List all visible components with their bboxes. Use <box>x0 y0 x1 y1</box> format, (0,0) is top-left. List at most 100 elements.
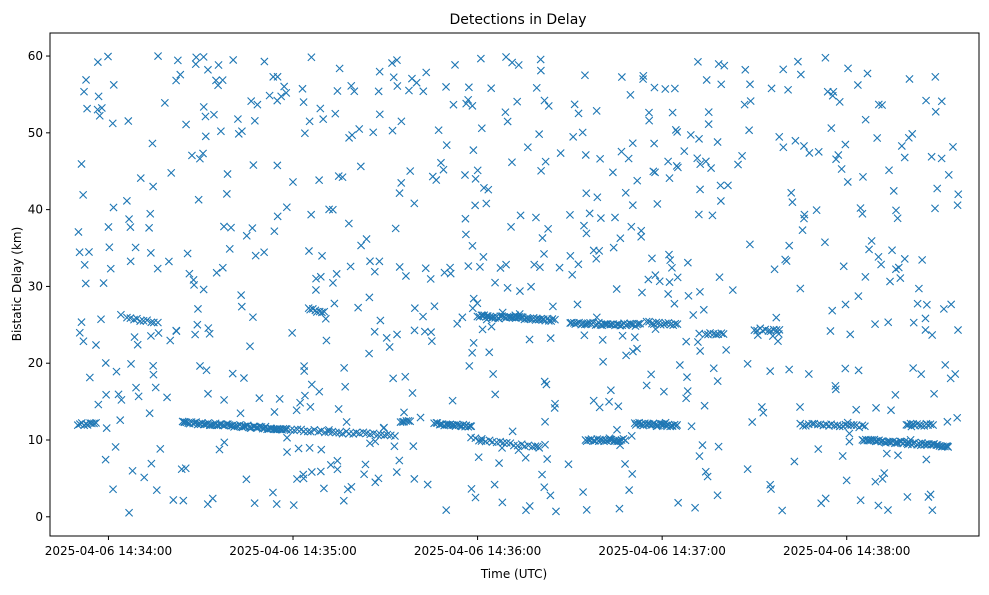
detection-point <box>502 260 511 269</box>
detection-point <box>940 442 949 451</box>
detection-point <box>238 423 247 432</box>
detection-point <box>220 395 229 404</box>
detection-point <box>887 406 895 415</box>
detection-point <box>253 100 262 109</box>
detection-point <box>793 57 802 66</box>
detection-point <box>661 319 670 328</box>
detection-point <box>81 279 90 288</box>
detection-point <box>288 328 297 337</box>
detection-point <box>397 117 406 126</box>
detection-point <box>908 129 917 138</box>
detection-point <box>659 387 668 396</box>
detection-point <box>373 430 382 439</box>
detection-point <box>509 441 518 450</box>
detection-point <box>299 474 308 483</box>
detection-point <box>796 403 805 411</box>
detection-point <box>628 139 637 148</box>
detection-point <box>921 325 930 334</box>
detection-point <box>484 185 493 194</box>
detection-point <box>904 421 913 429</box>
detection-point <box>574 109 583 118</box>
detection-point <box>693 57 702 66</box>
detection-point <box>872 403 881 412</box>
detection-point <box>841 364 850 373</box>
detection-point <box>106 264 115 273</box>
detection-point <box>627 320 636 329</box>
detection-point <box>283 448 292 457</box>
detection-point <box>894 451 902 460</box>
detection-point <box>798 226 807 235</box>
detection-point <box>856 496 865 505</box>
detection-point <box>741 65 750 74</box>
detection-point <box>551 507 560 516</box>
detection-point <box>146 331 155 340</box>
detection-point <box>506 313 515 322</box>
detection-point <box>478 325 487 334</box>
detection-point <box>430 302 439 311</box>
detection-point <box>94 92 103 101</box>
detection-point <box>163 393 172 402</box>
detection-point <box>272 500 281 508</box>
detection-point <box>606 386 615 395</box>
detection-point <box>166 336 175 345</box>
detection-point <box>922 300 931 309</box>
detection-point <box>714 442 723 451</box>
detection-point <box>273 72 282 81</box>
detection-point <box>136 174 145 183</box>
detection-point <box>316 104 325 113</box>
detection-point <box>664 157 673 166</box>
detection-point <box>589 246 598 255</box>
detection-point <box>852 405 861 414</box>
detection-point <box>410 474 419 483</box>
detection-point <box>300 367 309 376</box>
detection-point <box>856 204 865 213</box>
detection-point <box>592 313 601 322</box>
detection-point <box>535 443 544 452</box>
detection-point <box>333 86 342 95</box>
detection-point <box>766 367 775 376</box>
detection-point <box>653 199 662 208</box>
detection-point <box>745 240 754 249</box>
detection-point <box>723 181 732 190</box>
detection-point <box>713 491 722 500</box>
detection-point <box>242 475 251 484</box>
detection-point <box>152 486 161 495</box>
detection-point <box>757 402 766 411</box>
detection-point <box>696 346 705 355</box>
detection-point <box>835 97 844 106</box>
detection-point <box>260 57 269 66</box>
detection-point <box>701 157 710 166</box>
detection-point <box>167 168 176 177</box>
detection-point <box>953 201 962 210</box>
detection-point <box>205 329 214 338</box>
detection-point <box>666 422 675 431</box>
detection-point <box>499 438 508 447</box>
detection-point <box>345 133 354 142</box>
detection-point <box>204 389 212 398</box>
detection-point <box>223 170 232 179</box>
detection-point <box>841 140 850 149</box>
detection-point <box>580 331 589 340</box>
detection-point <box>773 337 782 346</box>
detection-point <box>453 319 462 328</box>
detection-point <box>416 413 425 422</box>
detection-point <box>804 369 813 378</box>
detection-point <box>283 433 292 442</box>
detection-point <box>495 459 504 468</box>
detection-point <box>476 54 485 63</box>
detection-point <box>917 421 926 430</box>
detection-point <box>871 477 880 486</box>
detection-point <box>310 425 319 434</box>
detection-point <box>540 377 549 386</box>
detection-point <box>838 452 847 461</box>
detection-point <box>650 139 659 148</box>
detection-point <box>917 370 926 379</box>
detection-point <box>482 199 491 208</box>
detection-point <box>541 440 550 449</box>
detection-point <box>366 257 374 266</box>
detection-point <box>867 236 876 245</box>
detection-point <box>469 294 478 303</box>
detection-point <box>913 420 922 429</box>
detection-point <box>192 53 201 62</box>
detection-point <box>715 273 724 282</box>
